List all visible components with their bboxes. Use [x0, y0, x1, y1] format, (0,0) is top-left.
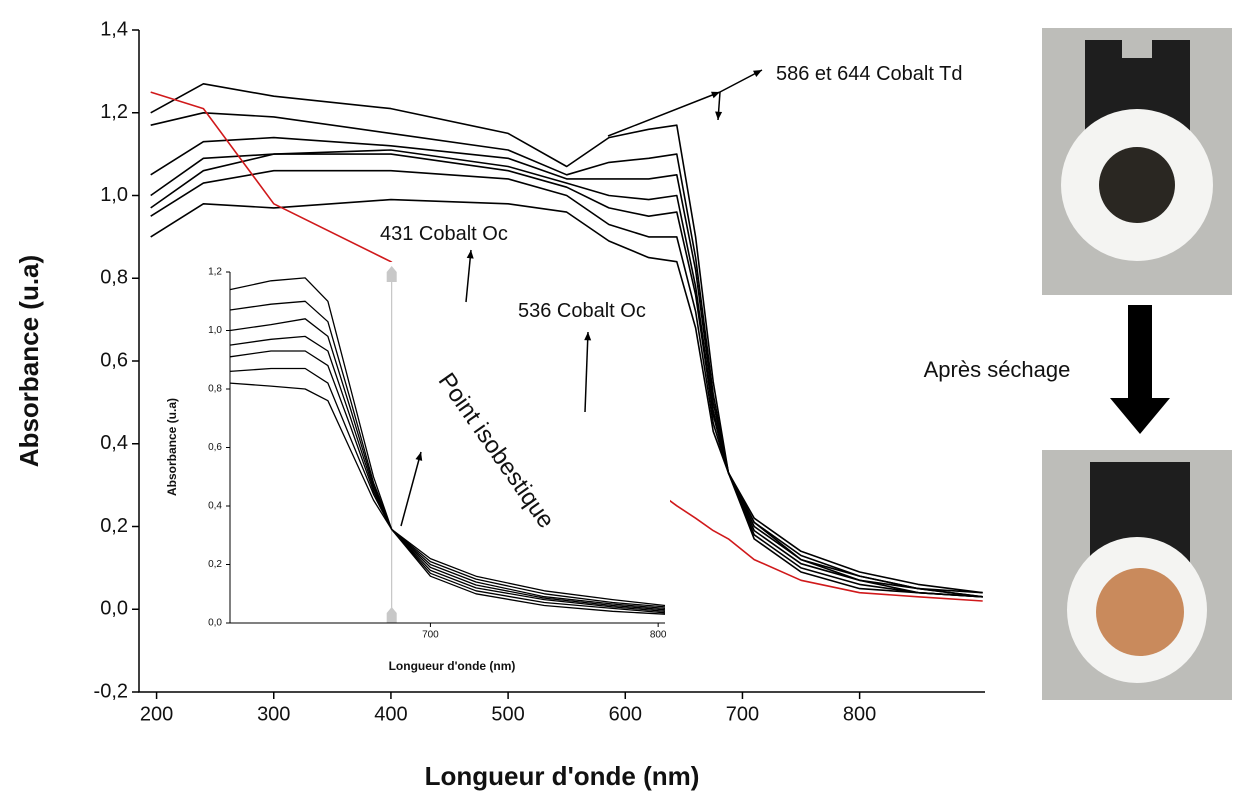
y-tick-label: 1,2 [100, 101, 128, 123]
series-line [229, 350, 666, 612]
photo-after [1042, 450, 1232, 700]
series-line [150, 112, 983, 594]
y-axis-title: Absorbance (u.a) [14, 255, 44, 467]
annotation: 431 Cobalt Oc [380, 223, 508, 245]
x-axis-title: Longueur d'onde (nm) [425, 761, 700, 791]
sample-dark [1099, 147, 1175, 223]
series-line [229, 382, 666, 615]
x-tick-label: 800 [650, 630, 667, 641]
y-tick-label: 1,2 [208, 267, 222, 278]
series-line [229, 367, 666, 614]
annotation: 586 et 644 Cobalt Td [776, 63, 962, 85]
series-line [150, 83, 983, 594]
x-tick-label: 500 [491, 703, 524, 725]
x-tick-label: 200 [140, 703, 173, 725]
y-tick-label: 0,2 [100, 515, 128, 537]
y-tick-label: 0,4 [208, 501, 222, 512]
marker-cap [386, 266, 397, 282]
x-tick-label: 700 [726, 703, 759, 725]
annotation-arrow [607, 91, 721, 137]
y-tick-label: 0,6 [208, 442, 222, 453]
x-tick-label: 400 [374, 703, 407, 725]
marker-cap [386, 607, 397, 623]
series-line [150, 198, 983, 598]
series-line [150, 91, 983, 602]
y-tick-label: 1,0 [100, 184, 128, 206]
y-tick-label: 1,0 [208, 325, 222, 336]
sample-orange [1096, 568, 1184, 656]
main-chart: -0,2 0,0 0,2 0,4 0,6 0,8 1,0 1,2 1,4 200 300 400 500… [14, 18, 985, 791]
arrow-head [711, 91, 720, 99]
x-tick-label: 300 [257, 703, 290, 725]
y-tick-label: 0,8 [100, 267, 128, 289]
series-line [150, 169, 983, 598]
annotation: 536 Cobalt Oc [518, 300, 646, 322]
annotation-arrow [400, 451, 422, 527]
arrow-shaft [1128, 305, 1152, 400]
x-tick-label: 800 [843, 703, 876, 725]
annotation-arrow [584, 331, 589, 413]
y-tick-label: 0,2 [208, 559, 222, 570]
y-tick-label: 0,6 [100, 349, 128, 371]
series-line [150, 153, 983, 598]
y-tick-label: 0,8 [208, 384, 222, 395]
arrow-head [753, 70, 762, 77]
x-tick-label: 600 [609, 703, 642, 725]
y-tick-label: 0,0 [208, 618, 222, 629]
x-tick-label: 700 [422, 630, 439, 641]
photo-before [1042, 28, 1232, 295]
y-axis-title: Absorbance (u.a) [165, 398, 179, 496]
y-tick-label: 0,0 [100, 598, 128, 620]
arrow-head [466, 250, 474, 259]
y-tick-label: 1,4 [100, 18, 128, 40]
holder-notch [1122, 40, 1152, 58]
series-line [150, 136, 983, 598]
y-tick-label: 0,4 [100, 432, 128, 454]
arrow-head [584, 332, 592, 341]
series-line [150, 149, 983, 598]
annotation-arrow [465, 249, 472, 303]
y-tick-label: -0,2 [94, 680, 128, 702]
x-axis-title: Longueur d'onde (nm) [389, 659, 516, 673]
arrow-head [715, 111, 723, 120]
process-arrow [1110, 305, 1170, 434]
annotation: Après séchage [924, 357, 1071, 382]
series-line [229, 277, 666, 607]
arrow-head [415, 452, 423, 461]
arrow-head [1110, 398, 1170, 434]
